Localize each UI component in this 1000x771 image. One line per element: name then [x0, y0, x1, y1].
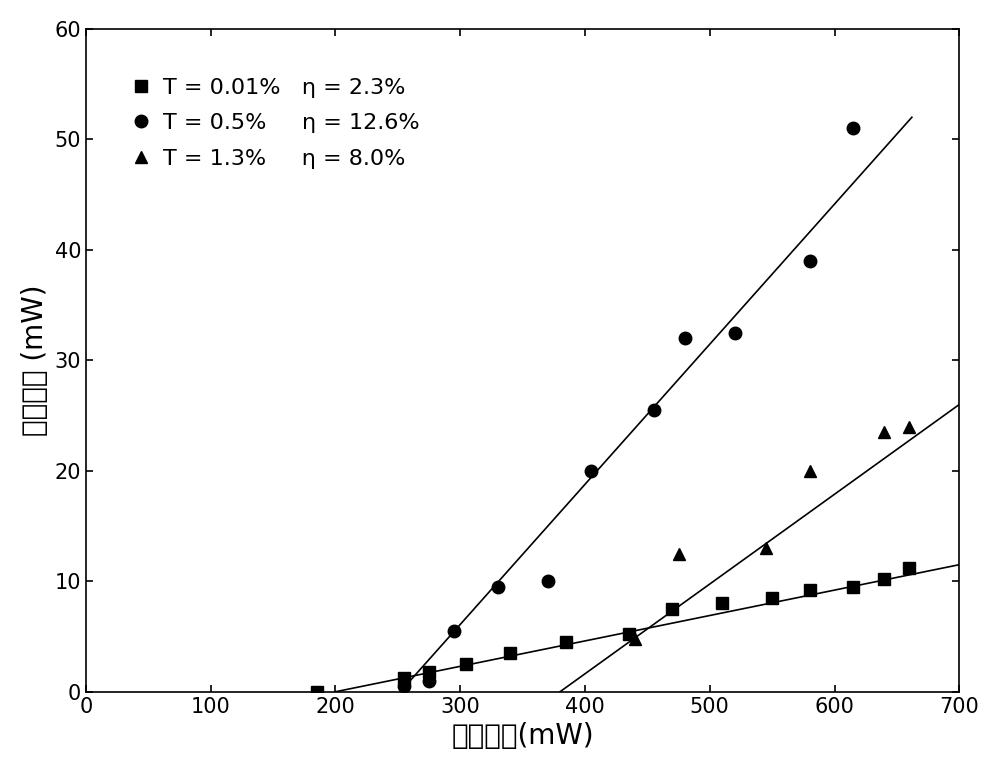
X-axis label: 吸收功率(mW): 吸收功率(mW) [451, 722, 594, 750]
Legend: T = 0.01%   η = 2.3%, T = 0.5%     η = 12.6%, T = 1.3%     η = 8.0%: T = 0.01% η = 2.3%, T = 0.5% η = 12.6%, … [114, 60, 438, 187]
Y-axis label: 输出功率 (mW): 输出功率 (mW) [21, 284, 49, 436]
